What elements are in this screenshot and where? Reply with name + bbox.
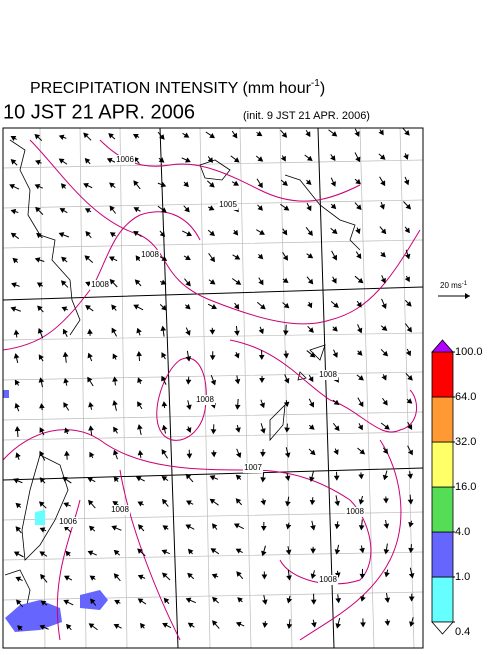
valid-time: 10 JST 21 APR. 2006	[3, 101, 195, 123]
isobar-label: 1008	[196, 395, 214, 404]
reference-vector: 20 ms-1	[438, 281, 470, 299]
colorbar-label: 16.0	[455, 481, 476, 493]
isobar-label: 1008	[91, 280, 109, 289]
init-time: (init. 9 JST 21 APR. 2006)	[243, 110, 370, 122]
precip-blue	[3, 390, 9, 398]
colorbar-segment	[432, 352, 453, 397]
isobar-label: 1007	[244, 463, 262, 472]
colorbar-segment	[432, 577, 453, 622]
title-main: PRECIPITATION INTENSITY (mm hour	[30, 80, 312, 97]
isobar-label: 1005	[219, 200, 237, 209]
title-end: )	[320, 80, 325, 97]
colorbar-segment	[432, 487, 453, 532]
isobar-label: 1008	[141, 250, 159, 259]
isobar-label: 1006	[59, 517, 77, 526]
colorbar-label: 1.0	[455, 571, 470, 583]
title: PRECIPITATION INTENSITY (mm hour-1)	[30, 78, 325, 98]
map: 1006 1005 1008 1008 1008 1008 1007 1006 1008 1008…	[3, 128, 423, 648]
reference-label: 20 ms-1	[440, 281, 468, 291]
colorbar-label: 4.0	[455, 526, 470, 538]
colorbar-over	[432, 340, 453, 352]
colorbar-label: 0.4	[455, 626, 470, 638]
isobar-label: 1008	[319, 575, 337, 584]
colorbar-label: 32.0	[455, 436, 476, 448]
colorbar-under	[432, 622, 453, 634]
colorbar-label: 64.0	[455, 391, 476, 403]
colorbar-label: 100.0	[455, 346, 483, 358]
precip-cyan	[35, 510, 45, 525]
colorbar-segment	[432, 442, 453, 487]
colorbar-segment	[432, 397, 453, 442]
isobar-label: 1008	[346, 507, 364, 516]
reference-label-sup: -1	[462, 281, 468, 287]
reference-arrowhead	[465, 293, 470, 299]
colorbar: 0.4 1.0 4.0 16.0 32.0 64.0 100.0	[432, 340, 483, 638]
isobar-label: 1008	[319, 370, 337, 379]
isobar-label: 1008	[111, 505, 129, 514]
reference-label-main: 20 ms	[440, 281, 462, 290]
isobar-label: 1006	[116, 155, 134, 164]
colorbar-segment	[432, 532, 453, 577]
